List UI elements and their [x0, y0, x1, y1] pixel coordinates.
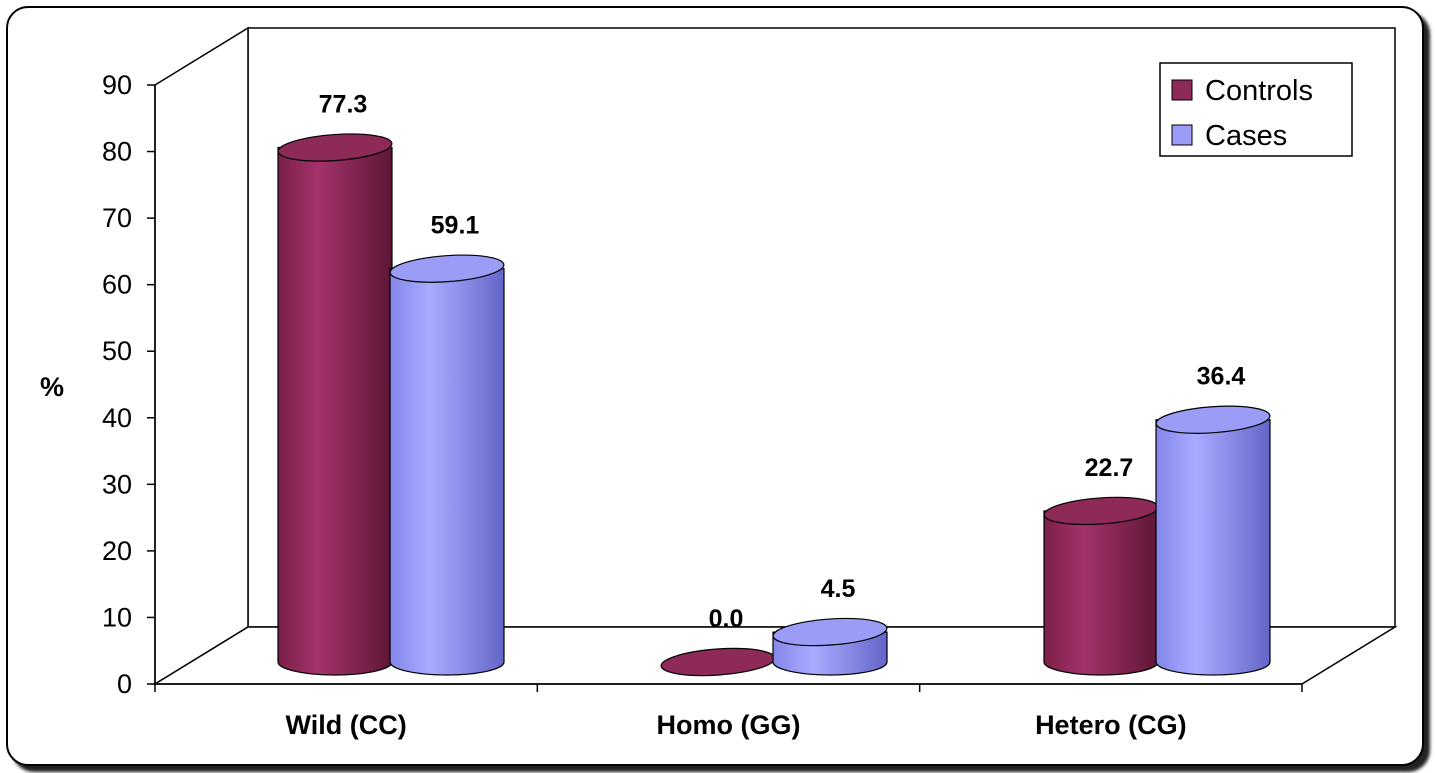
legend-label-controls: Controls [1205, 75, 1313, 107]
y-tick-label: 0 [117, 669, 132, 699]
y-tick-label: 70 [102, 203, 132, 233]
bar-cap [772, 617, 888, 647]
category-label: Wild (CC) [286, 710, 407, 740]
bar [772, 617, 888, 676]
y-tick-label: 20 [102, 536, 132, 566]
y-tick-labels: 0 10 20 30 40 50 60 70 80 90 [102, 70, 132, 699]
category-labels: Wild (CC) Homo (GG) Hetero (CG) [286, 710, 1187, 740]
bar [389, 254, 505, 676]
legend-label-cases: Cases [1205, 120, 1287, 152]
y-axis [147, 84, 156, 685]
y-axis-label: % [40, 372, 64, 402]
category-label: Homo (GG) [657, 710, 801, 740]
bar-body [389, 268, 505, 676]
y-tick-label: 60 [102, 270, 132, 300]
bar-cap [389, 254, 505, 283]
data-labels: 77.3 0.0 22.7 59.1 4.5 36.4 [319, 91, 1246, 633]
y-tick-label: 40 [102, 403, 132, 433]
bar-body [1155, 419, 1271, 676]
legend-swatch-controls [1171, 79, 1193, 101]
bar-cap [277, 133, 393, 162]
y-tick-label: 30 [102, 469, 132, 499]
data-label: 59.1 [431, 212, 480, 240]
legend: Controls Cases [1159, 62, 1353, 157]
y-tick-label: 90 [102, 70, 132, 100]
bar [1043, 496, 1159, 676]
bar [1155, 405, 1271, 676]
x-axis [154, 683, 1303, 692]
category-label: Hetero (CG) [1035, 710, 1187, 740]
side-wall [154, 26, 249, 686]
bars [277, 133, 1271, 677]
legend-swatch-cases [1171, 124, 1193, 146]
data-label: 36.4 [1197, 363, 1246, 391]
y-tick-label: 80 [102, 137, 132, 167]
bar-body [277, 146, 393, 676]
data-label: 4.5 [821, 575, 856, 603]
bar-cap [1155, 405, 1271, 434]
data-label: 22.7 [1085, 454, 1134, 482]
y-tick-label: 50 [102, 336, 132, 366]
y-tick-label: 10 [102, 602, 132, 632]
data-label: 0.0 [709, 605, 744, 633]
data-label: 77.3 [319, 91, 368, 119]
bar [277, 133, 393, 676]
bar-body [1043, 510, 1159, 676]
